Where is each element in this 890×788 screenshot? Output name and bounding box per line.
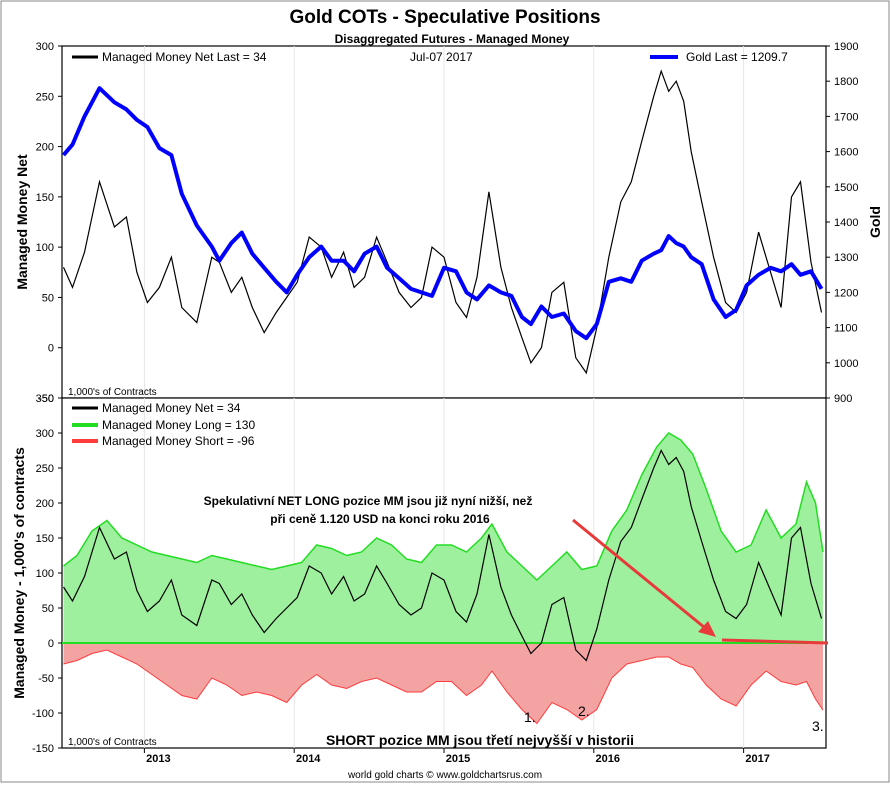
managed-money-short-area <box>63 643 823 724</box>
bottom-units-note: 1,000's of Contracts <box>68 737 157 748</box>
top-right-tick-label: 1900 <box>834 41 858 53</box>
annotation-short-text: SHORT pozice MM jsou třetí nejvyšší v hi… <box>326 732 634 748</box>
top-right-tick-label: 1200 <box>834 287 858 299</box>
bottom-tick-label: 250 <box>36 463 54 475</box>
x-tick-label: 2017 <box>745 753 769 765</box>
top-left-tick-label: 250 <box>36 91 54 103</box>
annotation-arrow <box>572 518 711 634</box>
bottom-tick-label: -50 <box>38 673 54 685</box>
bottom-panel-series <box>62 432 826 725</box>
bottom-tick-label: -150 <box>32 743 54 755</box>
annotation-marker-3: 3. <box>812 718 824 734</box>
x-tick-label: 2016 <box>596 753 620 765</box>
gold-price-line <box>61 86 824 341</box>
top-right-tick-label: 1800 <box>834 76 858 88</box>
top-left-tick-label: 300 <box>36 41 54 53</box>
legend-mm-short-label: Managed Money Short = -96 <box>102 434 255 448</box>
managed-money-long-area <box>63 433 823 643</box>
top-panel-left-ticks: -50 0 50 100 150 200 250 300 <box>36 41 62 405</box>
bottom-tick-label: 350 <box>36 393 54 405</box>
top-left-tick-label: 150 <box>36 192 54 204</box>
legend-mm-long-label: Managed Money Long = 130 <box>102 418 255 432</box>
top-right-axis-label: Gold <box>867 206 883 238</box>
managed-money-net-line <box>62 69 823 375</box>
bottom-tick-label: -100 <box>32 708 54 720</box>
chart-footer: world gold charts © www.goldchartsrus.co… <box>347 770 542 781</box>
bottom-tick-label: 150 <box>36 533 54 545</box>
bottom-panel-left-ticks: -150 -100 -50 0 50 100 150 200 250 300 350 <box>32 393 62 755</box>
top-right-tick-label: 1100 <box>834 323 858 335</box>
annotation-arrowhead <box>698 621 716 637</box>
bottom-tick-label: 200 <box>36 498 54 510</box>
legend-mm-net-label: Managed Money Net = 34 <box>102 401 241 415</box>
bottom-tick-label: 100 <box>36 568 54 580</box>
bottom-tick-label: 0 <box>48 638 54 650</box>
annotation-level-line <box>721 638 829 645</box>
managed-money-net-line-bottom <box>62 449 823 662</box>
annotation-marker-1: 1. <box>524 709 536 725</box>
annotation-net-long-line1: Spekulativní NET LONG pozice MM jsou již… <box>204 494 533 508</box>
top-left-tick-label: -50 <box>38 393 54 405</box>
top-right-tick-label: 900 <box>834 393 852 405</box>
top-left-axis-label: Managed Money Net <box>14 154 30 290</box>
legend-date: Jul-07 2017 <box>410 50 473 64</box>
bottom-panel-x-ticks: 2013 2014 2015 2016 2017 <box>143 748 770 765</box>
top-right-tick-label: 1300 <box>834 252 858 264</box>
top-right-tick-label: 1500 <box>834 182 858 194</box>
x-tick-label: 2015 <box>446 753 470 765</box>
managed-money-long-line <box>63 432 824 582</box>
top-panel-right-ticks: 900 1000 1100 1200 1300 1400 1500 1600 1700 1800 1… <box>826 41 858 405</box>
x-tick-label: 2014 <box>296 753 321 765</box>
top-left-tick-label: 100 <box>36 242 54 254</box>
chart-title: Gold COTs - Speculative Positions <box>289 7 600 28</box>
bottom-tick-label: 300 <box>36 428 54 440</box>
top-left-tick-label: 0 <box>48 343 54 355</box>
top-right-tick-label: 1700 <box>834 111 858 123</box>
bottom-tick-label: 50 <box>42 603 54 615</box>
top-units-note: 1,000's of Contracts <box>68 387 157 398</box>
legend-net-label: Managed Money Net Last = 34 <box>102 50 267 64</box>
managed-money-short-line <box>63 649 824 725</box>
annotation-net-long-line2: při ceně 1.120 USD na konci roku 2016 <box>270 512 490 526</box>
top-right-tick-label: 1000 <box>834 358 858 370</box>
chart-subtitle: Disaggregated Futures - Managed Money <box>335 32 570 46</box>
top-left-tick-label: 50 <box>42 292 54 304</box>
x-tick-label: 2013 <box>146 753 170 765</box>
top-left-tick-label: 200 <box>36 142 54 154</box>
top-right-tick-label: 1400 <box>834 217 858 229</box>
legend-gold-label: Gold Last = 1209.7 <box>686 50 788 64</box>
annotation-marker-2: 2. <box>578 703 590 719</box>
top-right-tick-label: 1600 <box>834 147 858 159</box>
top-panel-series <box>61 69 824 375</box>
bottom-left-axis-label: Managed Money - 1,000's of contracts <box>11 447 27 699</box>
